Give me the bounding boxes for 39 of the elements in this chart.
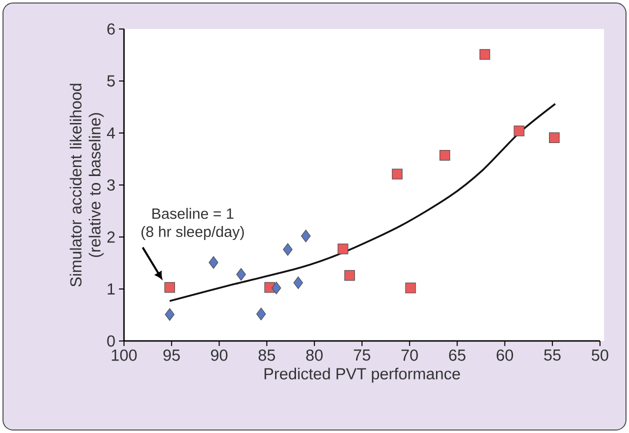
point <box>282 243 293 256</box>
point <box>514 126 524 136</box>
point <box>548 132 560 143</box>
y-tick-label: 6 <box>107 23 115 35</box>
x-tick-label: 75 <box>354 350 370 361</box>
y-tick-label: 3 <box>107 179 115 191</box>
x-tick-label: 50 <box>592 350 608 361</box>
point <box>208 256 218 269</box>
x-tick-label: 60 <box>496 350 514 361</box>
point <box>236 268 246 281</box>
y-tick-label: 2 <box>107 231 115 243</box>
point <box>301 230 311 242</box>
x-axis-title: Predicted PVT performance <box>264 368 460 383</box>
point <box>480 49 490 60</box>
point <box>164 282 175 293</box>
y-tick-label: 0 <box>107 335 115 347</box>
x-tick-label: 90 <box>211 350 228 361</box>
point <box>256 308 266 320</box>
point <box>440 150 450 161</box>
x-tick-label: 70 <box>402 350 418 361</box>
x-tick-label: 80 <box>306 350 323 361</box>
annotation: (8 hr sleep/day) <box>142 226 244 240</box>
point <box>344 270 355 281</box>
point <box>338 244 348 254</box>
y-tick-label: 5 <box>107 75 115 87</box>
x-tick-label: 85 <box>258 350 276 361</box>
point <box>164 308 174 321</box>
x-tick-label: 65 <box>449 350 466 361</box>
x-tick-label: 95 <box>163 350 180 361</box>
point <box>293 276 304 290</box>
x-tick-label: 55 <box>544 350 561 361</box>
y-tick-label: 4 <box>106 127 115 138</box>
point <box>405 282 416 294</box>
annotation: Baseline = 1 <box>152 208 234 219</box>
point <box>272 282 282 294</box>
y-tick-label: 1 <box>108 283 115 294</box>
point <box>392 168 403 180</box>
y-axis-title: Simulator accident likelihood (relative to baseline) <box>70 84 104 287</box>
x-tick-label: 100 <box>112 350 137 361</box>
